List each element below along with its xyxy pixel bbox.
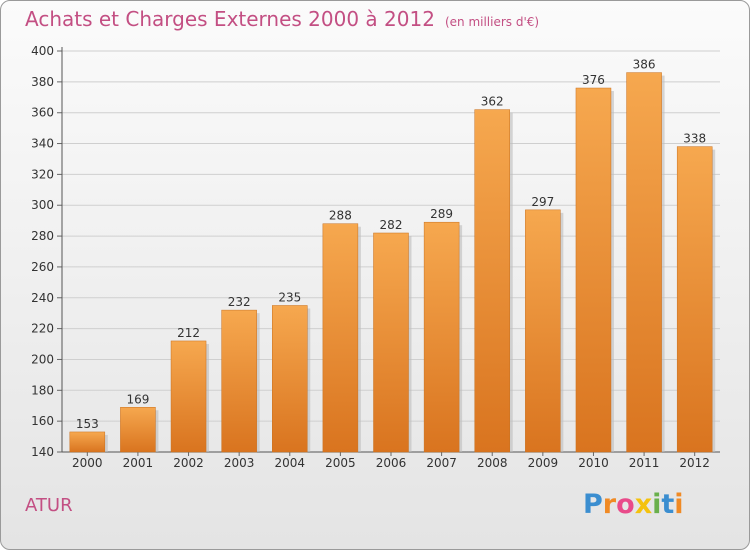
x-tick-label: 2012 <box>679 456 710 470</box>
chart-title: Achats et Charges Externes 2000 à 2012 (e… <box>25 7 539 31</box>
bar-2010 <box>575 87 612 453</box>
y-tick-label: 340 <box>31 137 54 151</box>
x-tick-label: 2001 <box>123 456 154 470</box>
y-tick-label: 240 <box>31 291 54 305</box>
x-tick-label: 2009 <box>528 456 559 470</box>
y-tick-label: 140 <box>31 445 54 459</box>
x-tick-label: 2006 <box>376 456 407 470</box>
chart-subtitle: (en milliers d'€) <box>444 15 540 29</box>
y-tick-label: 300 <box>31 198 54 212</box>
data-label: 212 <box>177 326 200 340</box>
data-label: 362 <box>481 95 504 109</box>
bar-2008 <box>474 109 510 453</box>
data-label: 376 <box>582 73 605 87</box>
y-tick-label: 320 <box>31 167 54 181</box>
data-label: 169 <box>126 392 149 406</box>
bar-2005 <box>322 223 359 453</box>
y-tick-label: 160 <box>31 414 54 428</box>
bar-2011 <box>626 72 662 453</box>
proxiti-logo: Proxiti <box>583 489 684 520</box>
bar-2009 <box>525 209 561 453</box>
y-tick-label: 400 <box>31 44 54 58</box>
x-tick-label: 2000 <box>72 456 103 470</box>
data-label: 153 <box>76 417 99 431</box>
x-tick-label: 2008 <box>477 456 508 470</box>
x-tick-label: 2004 <box>274 456 305 470</box>
logo-letter: i <box>652 489 662 520</box>
x-tick-label: 2003 <box>224 456 255 470</box>
data-label: 338 <box>683 132 706 146</box>
data-label: 282 <box>380 218 403 232</box>
commune-name: ATUR <box>25 495 73 516</box>
bar-2006 <box>373 232 409 453</box>
logo-letter: x <box>634 489 653 520</box>
data-label: 297 <box>531 195 554 209</box>
bar-2002 <box>170 340 207 453</box>
bar-2003 <box>221 309 257 453</box>
x-tick-label: 2010 <box>578 456 609 470</box>
logo-letter: o <box>616 489 635 520</box>
labels: 140 160 180 200 220 240 260 280 300 320 340 360 380 4… <box>31 44 710 470</box>
bar-2004 <box>272 305 308 453</box>
y-tick-label: 360 <box>31 106 54 120</box>
x-tick-label: 2011 <box>629 456 660 470</box>
chart-title-main: Achats et Charges Externes 2000 à 2012 <box>25 7 435 31</box>
data-label: 289 <box>430 207 453 221</box>
logo-letter: P <box>583 489 603 520</box>
y-tick-label: 260 <box>31 260 54 274</box>
y-tick-label: 380 <box>31 75 54 89</box>
x-tick-label: 2002 <box>173 456 204 470</box>
y-tick-label: 280 <box>31 229 54 243</box>
bar-2001 <box>120 407 156 453</box>
bar-2007 <box>423 221 460 453</box>
bar-2012 <box>676 146 713 453</box>
y-tick-label: 200 <box>31 352 54 366</box>
data-label: 288 <box>329 209 352 223</box>
data-label: 235 <box>278 290 301 304</box>
data-label: 386 <box>633 58 656 72</box>
logo-letter: r <box>602 489 617 520</box>
y-tick-label: 180 <box>31 383 54 397</box>
bar-2000 <box>69 431 106 453</box>
logo-letter: i <box>674 489 684 520</box>
data-label: 232 <box>228 295 251 309</box>
logo-letter: t <box>661 489 675 520</box>
y-tick-label: 220 <box>31 322 54 336</box>
x-tick-label: 2005 <box>325 456 356 470</box>
x-tick-label: 2007 <box>426 456 457 470</box>
bars <box>69 72 716 453</box>
